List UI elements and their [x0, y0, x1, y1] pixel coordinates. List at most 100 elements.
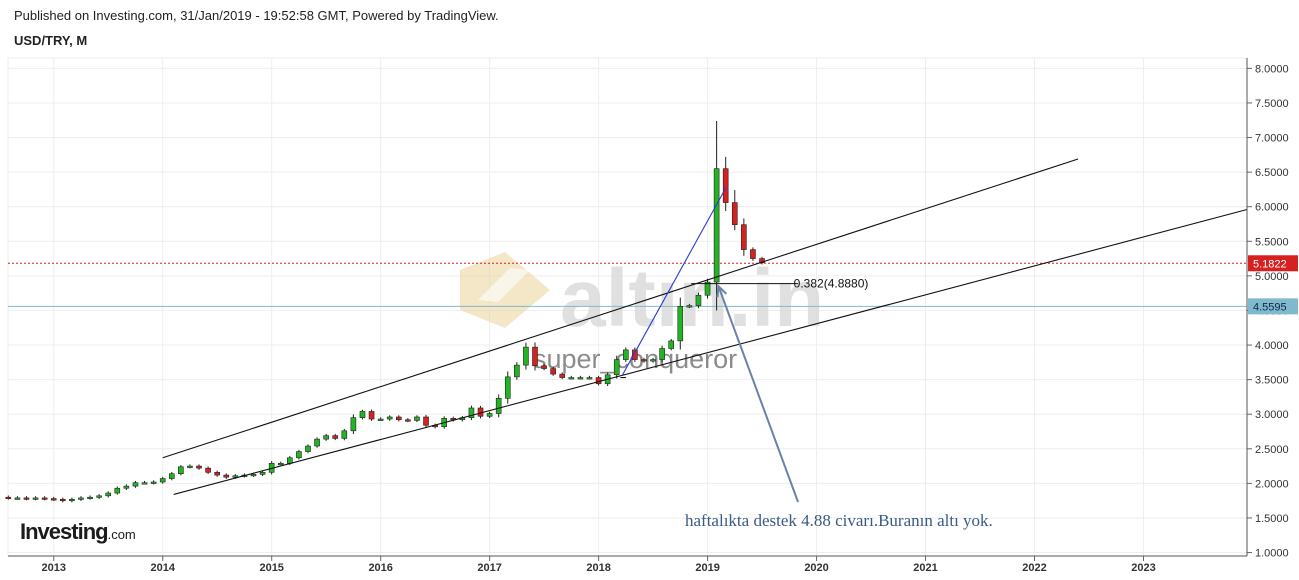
y-tick-label: 7.0000: [1255, 133, 1289, 145]
candle-body: [423, 416, 429, 426]
candle-body: [468, 407, 475, 418]
candle-body: [250, 474, 257, 477]
candle-body: [586, 377, 593, 380]
x-tick-label: 2013: [42, 562, 66, 574]
candle-body: [695, 294, 702, 306]
candle-body: [722, 168, 729, 203]
chart-grid: [7, 57, 1248, 557]
candle-body: [114, 487, 121, 494]
candle-body: [568, 377, 575, 380]
candle-body: [78, 497, 84, 500]
candle-body: [87, 496, 93, 500]
candle-body: [296, 451, 302, 459]
x-tick-label: 2019: [695, 562, 719, 574]
y-tick-label: 1.0000: [1255, 548, 1289, 560]
watermark-brand: altın.in: [560, 253, 824, 344]
candle-body: [96, 495, 102, 498]
candle-body: [641, 359, 647, 362]
annotation-note: haftalıkta destek 4.88 civarı.Buranın al…: [685, 511, 993, 530]
watermark-logo-inner: [478, 268, 530, 302]
candle-body: [32, 497, 39, 500]
candle-body: [105, 492, 112, 497]
candle-body: [205, 467, 211, 473]
candle-body: [196, 465, 202, 469]
symbol-title: USD/TRY, M: [14, 33, 88, 48]
candle-body: [704, 281, 711, 296]
candle-body: [223, 474, 230, 478]
candle-body: [23, 497, 30, 500]
y-tick-label: 2.5000: [1255, 444, 1289, 456]
candle-body: [414, 416, 420, 421]
y-tick-label: 7.5000: [1255, 98, 1289, 110]
short-trend-line: [622, 187, 727, 376]
y-tick-label: 8.0000: [1255, 63, 1289, 75]
candle-body: [668, 340, 675, 349]
candle-body: [41, 497, 48, 500]
candle-body: [150, 481, 157, 484]
candle-body: [405, 419, 411, 422]
y-tick-label: 6.0000: [1255, 202, 1289, 214]
level-price-badge: [1248, 298, 1298, 315]
x-tick-label: 2017: [477, 562, 501, 574]
candle-body: [550, 368, 556, 375]
annotations: 0.382(4.8880) haftalıkta destek 4.88 civa…: [685, 277, 993, 530]
candle-body: [132, 482, 139, 487]
candle-body: [395, 416, 402, 421]
candle-body: [159, 478, 166, 483]
x-tick-label: 2021: [913, 562, 937, 574]
candle-body: [541, 365, 547, 369]
candle-body: [305, 445, 311, 452]
candle-body: [623, 349, 629, 360]
x-tick-label: 2020: [804, 562, 828, 574]
y-tick-label: 2.0000: [1255, 478, 1289, 490]
candle-body: [359, 411, 366, 418]
candle-body: [69, 498, 75, 502]
x-tick-label: 2023: [1131, 562, 1155, 574]
candle-body: [677, 306, 684, 342]
current-price-badge: [1248, 255, 1298, 272]
candle-body: [350, 417, 357, 432]
y-tick-label: 6.5000: [1255, 167, 1289, 179]
candle-body: [523, 346, 529, 366]
candle-body: [178, 466, 184, 474]
candle-body: [232, 475, 239, 478]
x-tick-label: 2018: [586, 562, 610, 574]
candle-body: [168, 473, 175, 479]
arrow-line: [717, 285, 799, 503]
candle-body: [14, 497, 21, 500]
chart-axes: 8.0000 7.5000 7.0000 6.5000 6.0000 5.5000 5.00…: [8, 58, 1298, 574]
candle-body: [632, 349, 638, 360]
x-tick-label: 2022: [1022, 562, 1046, 574]
candle-body: [386, 416, 393, 420]
candle-body: [287, 457, 293, 464]
candle-body: [314, 438, 320, 447]
candle-body: [559, 373, 566, 378]
candle-body: [504, 376, 511, 399]
candle-body: [187, 465, 193, 468]
candle-body: [323, 435, 329, 440]
upper-trend-line: [162, 158, 1079, 459]
y-tick-label: 3.5000: [1255, 375, 1289, 387]
candle-body: [259, 472, 266, 475]
y-tick-label: 4.0000: [1255, 340, 1289, 352]
arrow-head: [716, 284, 728, 298]
x-tick-label: 2016: [368, 562, 392, 574]
candle-body: [60, 498, 66, 502]
candle-body: [750, 249, 756, 259]
investing-logo: Investing.com: [20, 519, 136, 544]
candle-body: [277, 463, 284, 466]
y-tick-label: 1.5000: [1255, 513, 1289, 525]
fib-label: 0.382(4.8880): [794, 277, 869, 291]
candle-body: [50, 498, 57, 501]
candle-body: [650, 359, 656, 362]
candle-body: [514, 364, 520, 378]
candle-body: [123, 485, 130, 489]
publish-info: Published on Investing.com, 31/Jan/2019 …: [14, 8, 499, 23]
candle-body: [731, 202, 738, 225]
candle-body: [659, 348, 665, 360]
candle-body: [577, 377, 584, 380]
candle-body: [495, 397, 502, 414]
candle-body: [341, 430, 348, 439]
lower-trend-line: [173, 208, 1248, 495]
